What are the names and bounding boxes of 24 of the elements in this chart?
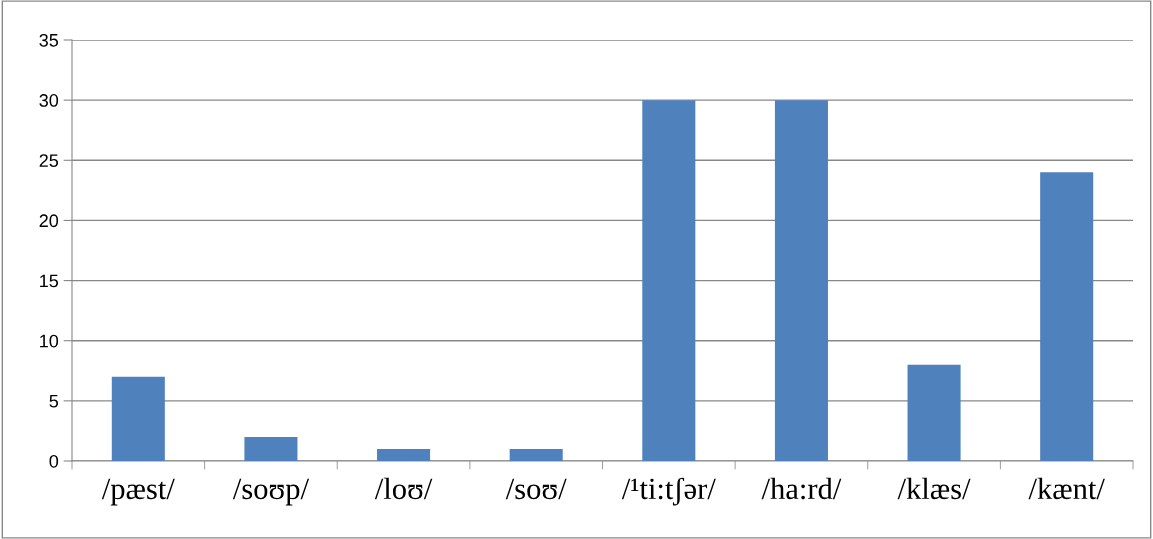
bar [244, 436, 298, 461]
bar [774, 100, 828, 461]
y-tick-label: 10 [40, 334, 59, 348]
y-tick-label: 15 [40, 274, 59, 288]
bar [642, 100, 696, 461]
bar [509, 448, 563, 461]
y-tick-label: 0 [49, 454, 59, 468]
x-tick-label: /pæst/ [101, 478, 175, 506]
x-tick-label: /soʊ/ [505, 478, 567, 500]
y-tick-label: 20 [39, 214, 59, 228]
x-tick-label: /loʊ/ [374, 477, 433, 500]
y-tick-label: 35 [39, 33, 59, 47]
x-tick-label: /kænt/ [1028, 477, 1105, 500]
y-tick-label: 5 [49, 394, 59, 408]
x-tick-label: /¹ti:tʃər/ [621, 477, 716, 506]
bar [377, 448, 431, 461]
x-tick-label: /soʊp/ [232, 478, 310, 506]
bar [907, 364, 961, 461]
x-tick-label: /klæs/ [897, 477, 971, 500]
x-tick-label: /ha:rd/ [761, 477, 842, 500]
bar [1040, 172, 1094, 461]
bar [111, 376, 165, 461]
y-tick-label: 30 [39, 94, 59, 107]
y-tick-label: 25 [39, 154, 59, 168]
